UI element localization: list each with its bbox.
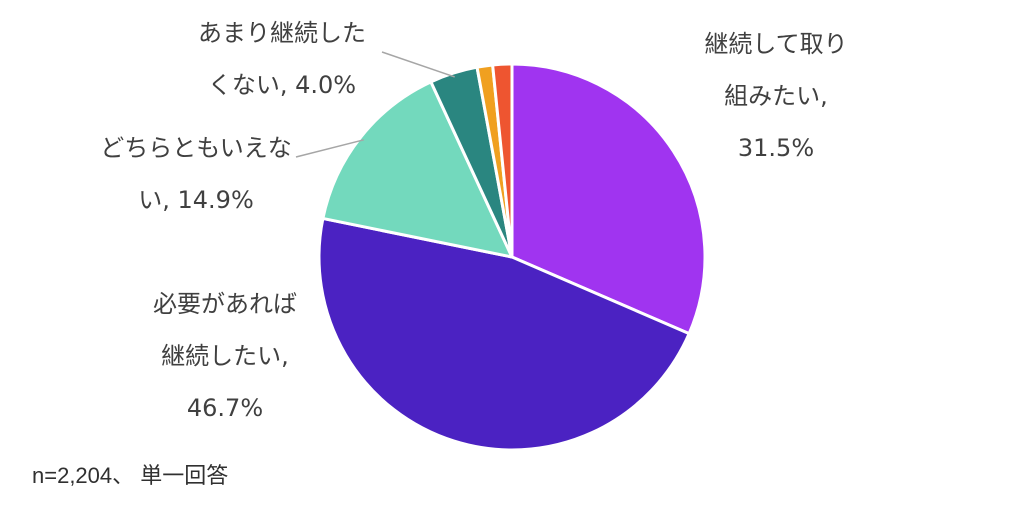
slice-label-neutral: どちらともいえな い, 14.9% (100, 134, 292, 214)
slice-label-not-much: あまり継続した くない, 4.0% (198, 19, 366, 99)
slice-label-if-needed: 必要があれば 継続したい, 46.7% (153, 290, 297, 422)
slice-label-continue: 継続して取り 組みたい, 31.5% (704, 30, 848, 162)
sample-size-note: n=2,204、 単一回答 (32, 463, 229, 488)
pie-slice-5 (491, 62, 514, 259)
leader-line-not-much (381, 51, 455, 78)
leader-line-neutral (295, 139, 364, 158)
pie-slice-0 (510, 62, 707, 336)
pie-slice-2 (321, 80, 514, 259)
pie-slice-1 (317, 216, 691, 452)
